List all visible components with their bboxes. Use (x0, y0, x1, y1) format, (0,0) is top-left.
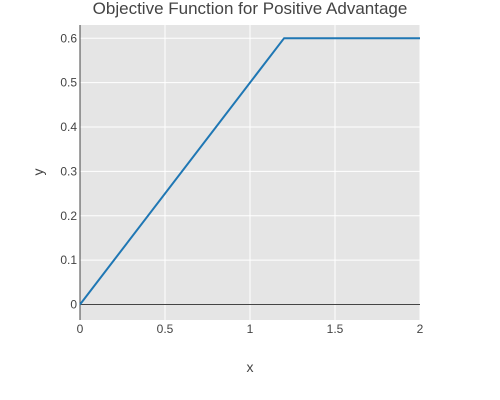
y-tick-label: 0.3 (60, 164, 77, 178)
series-layer (79, 37, 420, 306)
series-line (79, 37, 420, 306)
x-tick-label: 0 (77, 322, 84, 336)
y-tick-label: 0.1 (60, 253, 77, 267)
x-tick-label: 1.5 (327, 322, 344, 336)
y-tick-label: 0.4 (60, 120, 77, 134)
chart-title: Objective Function for Positive Advantag… (93, 0, 408, 18)
x-axis-title: x (247, 359, 254, 375)
y-tick-label: 0.6 (60, 31, 77, 45)
y-tick-labels: 0 0.1 0.2 0.3 0.4 0.5 0.6 (60, 31, 77, 311)
x-tick-label: 0.5 (157, 322, 174, 336)
x-tick-label: 1 (247, 322, 254, 336)
y-tick-label: 0.2 (60, 209, 77, 223)
zero-lines (79, 25, 420, 320)
x-tick-label: 2 (417, 322, 424, 336)
y-axis-title: y (30, 169, 46, 176)
x-tick-labels: 0 0.5 1 1.5 2 (77, 322, 424, 336)
y-tick-label: 0.5 (60, 76, 77, 90)
y-tick-label: 0 (70, 297, 77, 311)
